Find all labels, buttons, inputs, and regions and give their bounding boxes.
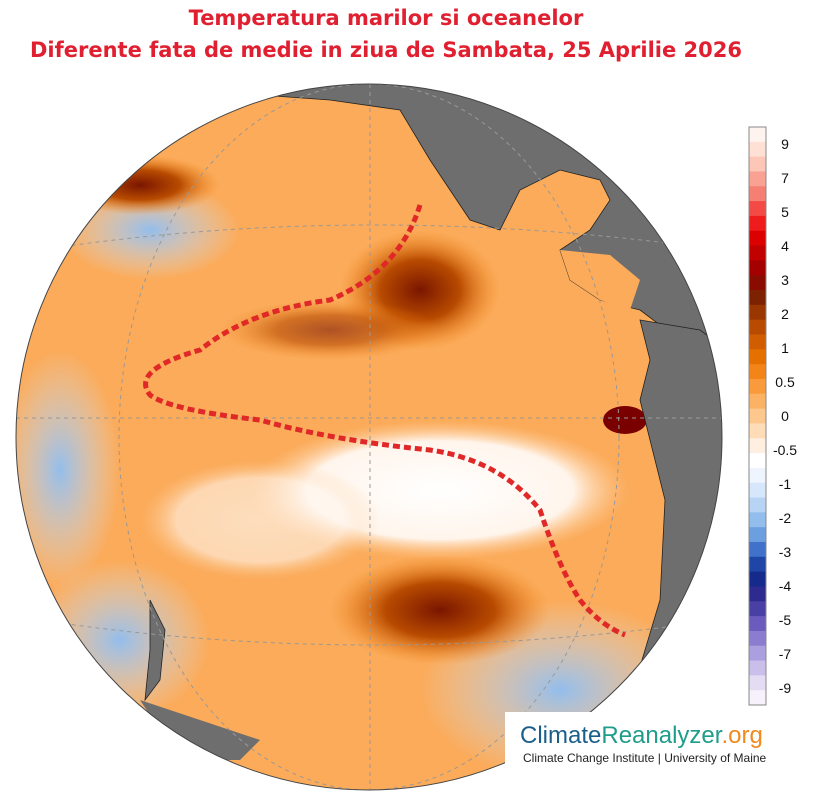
colorbar-label: 5 — [781, 204, 789, 220]
colorbar-segment — [749, 453, 766, 469]
colorbar-label: -0.5 — [773, 442, 797, 458]
colorbar-segment — [749, 290, 766, 306]
colorbar-segment — [749, 201, 766, 217]
title-line: Diferente fata de medie in ziua de Samba… — [29, 38, 743, 62]
colorbar-segment — [749, 275, 766, 291]
colorbar-frame — [748, 126, 767, 706]
colorbar-segment — [749, 127, 766, 143]
colorbar-label: -5 — [779, 612, 792, 628]
colorbar-label: -2 — [779, 510, 792, 526]
colorbar-label: 1 — [781, 340, 789, 356]
colorbar-label: 0.5 — [775, 374, 795, 390]
colorbar-label: 2 — [781, 306, 789, 322]
colorbar-segment — [749, 334, 766, 350]
colorbar-segment — [749, 319, 766, 335]
logo-box — [505, 712, 780, 772]
colorbar-segment — [749, 556, 766, 573]
logo-part: Climate — [520, 722, 601, 749]
colorbar-segment — [749, 527, 766, 543]
logo-part: Reanalyzer — [601, 722, 722, 749]
colorbar-segment — [749, 512, 766, 528]
colorbar-segment — [749, 690, 766, 706]
colorbar-segment — [749, 660, 766, 676]
colorbar-segment — [749, 645, 766, 662]
colorbar-segment — [749, 408, 766, 424]
colorbar-segment — [749, 675, 766, 691]
colorbar-segment — [749, 467, 766, 484]
colorbar-segment — [749, 541, 766, 558]
title-line: Temperatura marilor si oceanelor — [188, 6, 584, 30]
colorbar-segment — [749, 423, 766, 439]
colorbar-segment — [749, 215, 766, 232]
colorbar-label: 7 — [781, 170, 789, 186]
colorbar-segment — [749, 349, 766, 365]
colorbar-segment — [749, 601, 766, 617]
colorbar-label: -1 — [779, 476, 792, 492]
colorbar-label: -3 — [779, 544, 792, 560]
globe — [16, 84, 722, 790]
colorbar-label: -4 — [779, 578, 792, 594]
colorbar-segment — [749, 260, 766, 276]
colorbar-segment — [749, 141, 766, 158]
colorbar-segment — [749, 497, 766, 513]
logo-part: .org — [721, 722, 762, 749]
colorbar-label: -7 — [779, 646, 792, 662]
colorbar-segment — [749, 230, 766, 247]
colorbar-segment — [749, 378, 766, 395]
colorbar-segment — [749, 616, 766, 632]
colorbar-label: -9 — [779, 680, 792, 696]
colorbar-segment — [749, 393, 766, 410]
colorbar-segment — [749, 482, 766, 499]
colorbar-label: 3 — [781, 272, 789, 288]
colorbar-segment — [749, 171, 766, 187]
colorbar-segment — [749, 304, 766, 321]
colorbar: 9 7 5 4 3 2 1 0.5 0 -0.5 -1 -2 -3 -4 -5 -7 -9 — [748, 126, 797, 706]
colorbar-segment — [749, 156, 766, 172]
colorbar-label: 0 — [781, 408, 789, 424]
colorbar-segment — [749, 438, 766, 454]
colorbar-segment — [749, 630, 766, 647]
colorbar-segment — [749, 571, 766, 587]
colorbar-segment — [749, 186, 766, 202]
logo: ClimateReanalyzer.org — [520, 722, 763, 749]
colorbar-label: 9 — [781, 136, 789, 152]
colorbar-segment — [749, 586, 766, 602]
logo-subtitle: Climate Change Institute | University of… — [523, 751, 767, 765]
colorbar-segment — [749, 364, 766, 380]
colorbar-label: 4 — [781, 238, 789, 254]
colorbar-segment — [749, 245, 766, 261]
